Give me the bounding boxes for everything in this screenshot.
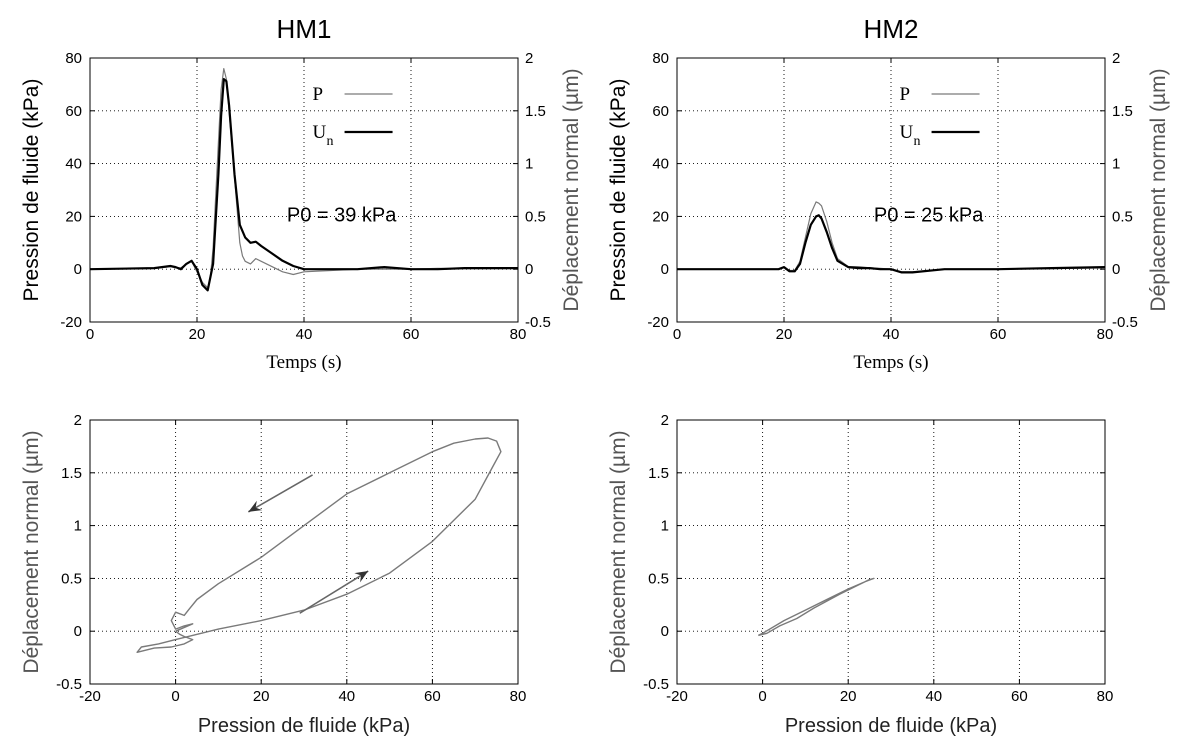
y-tick-label: 60 [652, 103, 669, 120]
y2-tick-label: 1.5 [525, 103, 546, 120]
hm1-phase-chart: -20 0 20 40 60 80 -0.5 0 0.5 1 1.5 2 Pression de flu… [20, 412, 526, 737]
y-tick-label: 80 [65, 50, 82, 67]
y-tick-label: -20 [60, 314, 82, 331]
x-tick-label: 40 [338, 688, 355, 705]
x-tick-label: 20 [840, 688, 857, 705]
hm2-phase-chart: -20 0 20 40 60 80 -0.5 0 0.5 1 1.5 2 Pression de flu… [607, 412, 1113, 737]
y2-tick-label: 0 [525, 261, 533, 278]
x-tick-label: 20 [253, 688, 270, 705]
hm2-time-chart: 0 20 40 60 80-20020406080-0.500.511.52HM2Tem… [607, 14, 1170, 373]
y2-tick-label: 1.5 [1112, 103, 1133, 120]
y-tick-label: 2 [661, 412, 669, 429]
y-tick-label: 0.5 [648, 570, 669, 587]
chart-title: HM1 [277, 14, 332, 44]
series-line-un [677, 214, 1106, 274]
x-tick-label: 60 [403, 326, 420, 343]
y-tick-label: 1.5 [648, 465, 669, 482]
x-tick-label: 60 [424, 688, 441, 705]
hm1-time-chart: 0 20 40 60 80-20020406080-0.500.511.52HM1Tem… [20, 14, 583, 373]
y2-tick-label: 0.5 [525, 208, 546, 225]
y-tick-label: 1.5 [61, 465, 82, 482]
y2-axis-label: Déplacement normal (µm) [560, 68, 583, 311]
y-tick-label: 20 [65, 208, 82, 225]
x-tick-label: -20 [666, 688, 688, 705]
y-tick-label: 60 [65, 103, 82, 120]
y2-tick-label: 2 [525, 50, 533, 67]
direction-arrow-head [248, 500, 263, 512]
x-axis-label: Temps (s) [853, 352, 928, 373]
x-tick-label: 60 [1011, 688, 1028, 705]
x-tick-label: 0 [758, 688, 766, 705]
y-tick-label: 40 [652, 156, 669, 173]
y2-axis-label: Déplacement normal (µm) [1147, 68, 1170, 311]
y-tick-label: 20 [652, 208, 669, 225]
x-tick-label: 0 [171, 688, 179, 705]
x-tick-label: 40 [925, 688, 942, 705]
x-tick-label: 80 [510, 688, 527, 705]
legend-label: U [313, 122, 327, 143]
x-axis-label: Temps (s) [266, 352, 341, 373]
x-tick-label: -20 [79, 688, 101, 705]
direction-arrow-head [354, 571, 369, 583]
legend-label-subscript: n [914, 134, 921, 149]
x-tick-label: 80 [510, 326, 527, 343]
y-tick-label: 0 [74, 261, 82, 278]
y-tick-label: 0 [661, 623, 669, 640]
y2-tick-label: -0.5 [525, 314, 551, 331]
legend-label: U [900, 122, 914, 143]
direction-arrow-shaft [299, 570, 369, 614]
y-tick-label: 80 [652, 50, 669, 67]
x-tick-label: 80 [1097, 326, 1114, 343]
p0-annotation: P0 = 25 kPa [874, 205, 984, 227]
y-axis-label: Pression de fluide (kPa) [20, 79, 43, 302]
y-tick-label: 0.5 [61, 570, 82, 587]
y-axis-label: Déplacement normal (µm) [607, 430, 630, 673]
legend-label: P [313, 84, 324, 105]
x-tick-label: 60 [990, 326, 1007, 343]
y-tick-label: -0.5 [56, 676, 82, 693]
x-tick-label: 0 [673, 326, 681, 343]
plot-frame [676, 419, 1106, 685]
y-tick-label: 0 [74, 623, 82, 640]
chart-title: HM2 [864, 14, 919, 44]
x-tick-label: 20 [189, 326, 206, 343]
x-tick-label: 40 [296, 326, 313, 343]
legend-label-subscript: n [327, 134, 334, 149]
y-tick-label: 2 [74, 412, 82, 429]
legend-label: P [900, 84, 911, 105]
x-tick-label: 20 [776, 326, 793, 343]
series-line-un [757, 577, 875, 637]
y-tick-label: -20 [647, 314, 669, 331]
y-tick-label: 0 [661, 261, 669, 278]
y2-tick-label: 0 [1112, 261, 1120, 278]
y-tick-label: 40 [65, 156, 82, 173]
p0-annotation: P0 = 39 kPa [287, 205, 397, 227]
direction-arrow-shaft [247, 474, 313, 513]
y-tick-label: 1 [661, 518, 669, 535]
y2-tick-label: -0.5 [1112, 314, 1138, 331]
plot-frame [89, 419, 519, 685]
y2-tick-label: 2 [1112, 50, 1120, 67]
y2-tick-label: 0.5 [1112, 208, 1133, 225]
y-tick-label: 1 [74, 518, 82, 535]
x-tick-label: 80 [1097, 688, 1114, 705]
series-line-un [89, 78, 518, 292]
y2-tick-label: 1 [1112, 156, 1120, 173]
y-axis-label: Pression de fluide (kPa) [607, 79, 630, 302]
x-axis-label: Pression de fluide (kPa) [198, 715, 410, 737]
y-tick-label: -0.5 [643, 676, 669, 693]
x-tick-label: 0 [86, 326, 94, 343]
x-tick-label: 40 [883, 326, 900, 343]
series-line-un [136, 437, 502, 653]
y2-tick-label: 1 [525, 156, 533, 173]
x-axis-label: Pression de fluide (kPa) [785, 715, 997, 737]
y-axis-label: Déplacement normal (µm) [20, 430, 43, 673]
